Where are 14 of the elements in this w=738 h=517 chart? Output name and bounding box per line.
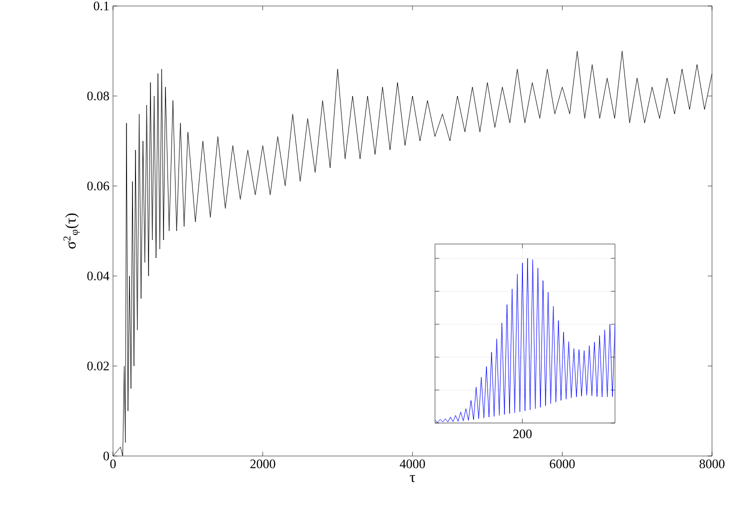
x-tick-label: 0 bbox=[110, 460, 116, 468]
x-tick-label: 6000 bbox=[550, 460, 575, 468]
y-tick-label: 0.1 bbox=[94, 2, 109, 10]
x-tick-label: 8000 bbox=[700, 460, 724, 468]
x-axis-title: τ bbox=[410, 475, 416, 482]
y-axis-title: σ$^{2}$$_{φ}$(τ) bbox=[63, 214, 80, 249]
y-tick-label: 0.08 bbox=[87, 92, 109, 100]
y-tick-label: 0.04 bbox=[87, 272, 110, 280]
x-tick-label: 4000 bbox=[400, 460, 425, 468]
y-tick-label: 0.06 bbox=[87, 182, 110, 190]
y-tick-label: 0.02 bbox=[87, 362, 109, 370]
x-tick-label: 2000 bbox=[250, 460, 276, 468]
annotation: 200 bbox=[513, 430, 532, 438]
y-tick-label: 0 bbox=[104, 452, 109, 460]
